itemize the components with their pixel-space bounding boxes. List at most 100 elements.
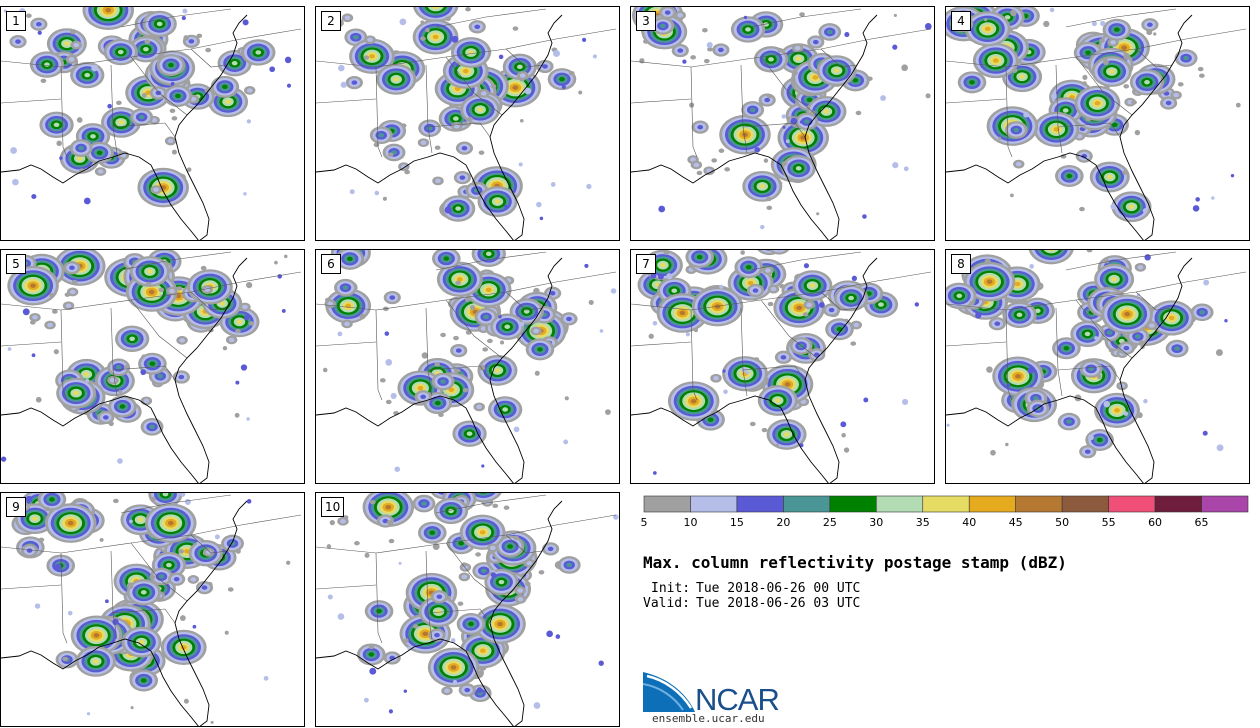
valid-time: Tue 2018-06-26 03 UTC	[696, 596, 861, 611]
reflectivity-cell	[663, 250, 670, 255]
reflectivity-cell	[714, 304, 721, 309]
colorbar-tick-label: 45	[1008, 516, 1023, 529]
reflectivity-cell	[1230, 173, 1235, 178]
reflectivity-cell	[35, 396, 42, 403]
reflectivity-cell	[118, 389, 122, 394]
reflectivity-cell	[677, 48, 684, 53]
reflectivity-map	[1, 493, 302, 726]
reflectivity-cell	[745, 27, 751, 32]
reflectivity-cell	[435, 178, 441, 184]
reflectivity-cell	[702, 28, 708, 33]
reflectivity-cell	[862, 214, 867, 219]
reflectivity-cell	[566, 562, 573, 568]
reflectivity-colorbar	[643, 495, 1249, 513]
reflectivity-cell	[487, 338, 493, 344]
reflectivity-cell	[553, 49, 560, 57]
reflectivity-cell	[158, 287, 165, 293]
reflectivity-cell	[32, 315, 38, 320]
reflectivity-cell	[96, 150, 103, 155]
reflectivity-cell	[246, 88, 253, 93]
reflectivity-cell	[1124, 311, 1131, 317]
reflectivity-cell	[703, 58, 710, 64]
state-boundary	[316, 584, 377, 590]
reflectivity-cell	[1010, 9, 1017, 17]
reflectivity-cell	[513, 426, 520, 433]
reflectivity-cell	[969, 80, 975, 85]
ensemble-member-4-map: 4	[945, 6, 1250, 241]
reflectivity-cell	[1143, 398, 1148, 404]
reflectivity-cell	[840, 421, 847, 428]
reflectivity-cell	[205, 47, 212, 53]
reflectivity-cell	[162, 493, 169, 497]
reflectivity-cell	[455, 63, 459, 67]
reflectivity-cell	[1203, 279, 1210, 286]
reflectivity-cell	[802, 312, 809, 317]
state-boundary	[820, 48, 858, 68]
reflectivity-cell	[1094, 101, 1101, 106]
reflectivity-cell	[73, 390, 80, 396]
state-boundary	[1, 341, 62, 347]
state-boundary	[112, 608, 176, 624]
coastline	[1, 14, 248, 240]
reflectivity-cell	[465, 7, 471, 12]
reflectivity-cell	[124, 365, 128, 369]
reflectivity-cell	[376, 608, 382, 614]
reflectivity-cell	[526, 560, 533, 566]
colorbar-tick-label: 15	[729, 516, 744, 529]
reflectivity-cell	[283, 254, 288, 259]
reflectivity-cell	[200, 265, 207, 271]
reflectivity-cell	[86, 712, 91, 716]
reflectivity-cell	[867, 76, 873, 81]
reflectivity-cell	[799, 120, 803, 124]
reflectivity-cell	[475, 552, 481, 557]
reflectivity-cell	[1102, 58, 1109, 66]
reflectivity-cell	[457, 601, 464, 606]
reflectivity-cell	[523, 309, 530, 314]
reflectivity-cell	[485, 251, 492, 257]
reflectivity-cell	[697, 124, 704, 130]
reflectivity-cell	[480, 326, 487, 331]
reflectivity-cell	[1195, 197, 1200, 202]
reflectivity-cell	[286, 83, 292, 88]
reflectivity-cell	[722, 369, 726, 373]
valid-label: Valid:	[643, 596, 690, 611]
reflectivity-cell	[112, 498, 119, 504]
reflectivity-cell	[190, 577, 197, 582]
reflectivity-cell	[474, 24, 481, 29]
reflectivity-map	[631, 250, 932, 483]
state-boundary	[130, 542, 188, 602]
reflectivity-cell	[1119, 383, 1125, 389]
reflectivity-cell	[53, 122, 60, 127]
reflectivity-cell	[841, 433, 846, 438]
reflectivity-cell	[740, 250, 745, 255]
state-boundary	[120, 494, 232, 514]
reflectivity-cell	[1131, 100, 1137, 105]
reflectivity-cell	[1138, 340, 1145, 345]
ncar-logo-icon	[643, 672, 695, 712]
reflectivity-cell	[155, 90, 162, 96]
reflectivity-cell	[679, 310, 686, 316]
reflectivity-cell	[648, 333, 654, 339]
reflectivity-cell	[129, 336, 136, 341]
reflectivity-cell	[327, 301, 334, 306]
reflectivity-cell	[512, 85, 519, 90]
state-boundary	[120, 251, 232, 271]
reflectivity-cell	[470, 305, 476, 311]
reflectivity-cell	[1114, 408, 1120, 413]
reflectivity-cell	[129, 519, 133, 524]
state-boundary	[130, 56, 188, 116]
reflectivity-cell	[145, 281, 152, 287]
reflectivity-cell	[169, 288, 175, 294]
coastline	[316, 257, 563, 483]
reflectivity-cell	[479, 530, 486, 535]
reflectivity-cell	[1019, 74, 1025, 79]
state-boundary	[427, 365, 491, 381]
member-number-label: 3	[636, 11, 656, 31]
reflectivity-cell	[546, 630, 553, 638]
reflectivity-cell	[490, 84, 497, 89]
reflectivity-cell	[384, 331, 390, 336]
reflectivity-cell	[246, 499, 252, 504]
reflectivity-cell	[76, 156, 83, 161]
reflectivity-cell	[1015, 161, 1022, 167]
reflectivity-cell	[1134, 129, 1141, 136]
